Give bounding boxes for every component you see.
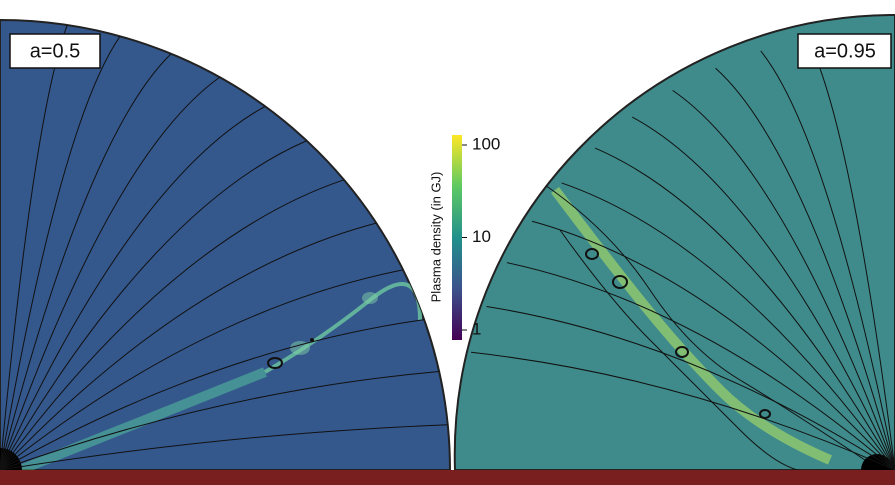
page: a=0.5 a=0.95 Plasma density (in GJ) 1 10 1…	[0, 0, 895, 485]
colorbar-tick-label: 1	[472, 319, 481, 338]
panel-label: a=0.95	[814, 40, 876, 62]
horizon-bar	[0, 470, 895, 485]
colorbar-tick-label: 10	[472, 227, 491, 246]
panel-label: a=0.5	[30, 40, 81, 62]
colorbar-label: Plasma density (in GJ)	[428, 172, 443, 303]
right-panel	[455, 15, 895, 470]
figure: a=0.5 a=0.95 Plasma density (in GJ) 1 10 1…	[0, 0, 895, 485]
colorbar	[452, 135, 462, 340]
colorbar-tick-label: 100	[472, 134, 500, 153]
